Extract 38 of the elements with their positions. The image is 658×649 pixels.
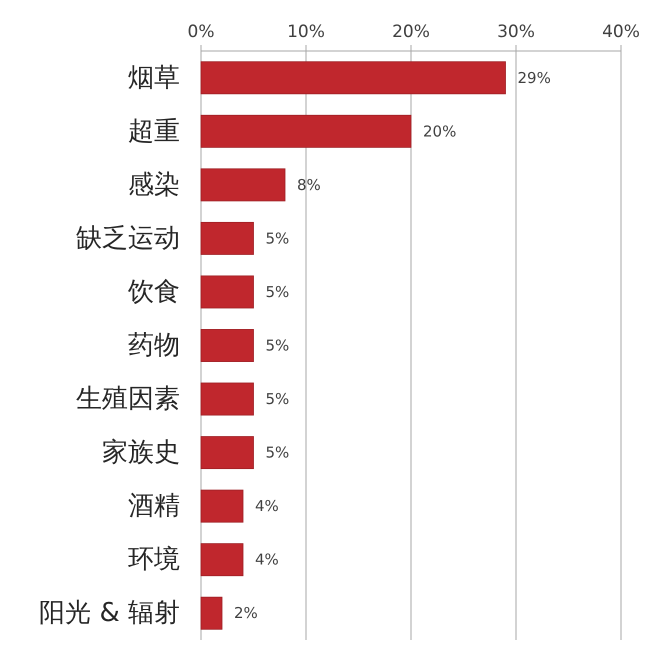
data-label: 5% <box>266 229 290 248</box>
bar <box>200 543 244 576</box>
data-label: 5% <box>266 336 290 354</box>
data-label: 4% <box>255 497 279 516</box>
data-label: 2% <box>234 604 258 622</box>
x-tick-label: 40% <box>602 22 640 42</box>
y-tick-label: 环境 <box>128 544 180 575</box>
data-label: 5% <box>266 444 290 462</box>
y-tick-label: 饮食 <box>127 276 180 307</box>
bar <box>200 222 254 255</box>
bar <box>200 490 244 523</box>
bar <box>200 168 286 202</box>
x-tick-label: 30% <box>497 22 535 42</box>
data-label: 8% <box>297 176 321 194</box>
bar <box>200 329 254 362</box>
bar <box>200 436 254 470</box>
data-label: 29% <box>518 68 551 87</box>
y-tick-label: 烟草 <box>128 62 180 93</box>
bar <box>200 61 506 94</box>
data-label: 5% <box>266 390 290 408</box>
data-label: 4% <box>255 550 279 569</box>
y-tick-label: 生殖因素 <box>76 384 180 414</box>
x-tick-label: 0% <box>188 22 214 42</box>
data-label: 20% <box>423 122 456 140</box>
y-tick-label: 阳光 & 辐射 <box>39 598 180 628</box>
y-tick-label: 药物 <box>128 330 180 360</box>
y-tick-label: 缺乏运动 <box>76 223 180 254</box>
bar <box>200 596 222 630</box>
data-label: 5% <box>266 282 290 301</box>
x-tick-label: 20% <box>392 22 430 42</box>
x-tick-label: 10% <box>287 22 325 42</box>
y-tick-label: 酒精 <box>128 491 180 522</box>
bar <box>200 275 254 308</box>
y-tick-label: 感染 <box>128 170 180 200</box>
bar <box>200 382 254 416</box>
y-tick-label: 超重 <box>128 116 180 146</box>
y-tick-label: 家族史 <box>102 438 180 468</box>
bar <box>200 114 412 148</box>
